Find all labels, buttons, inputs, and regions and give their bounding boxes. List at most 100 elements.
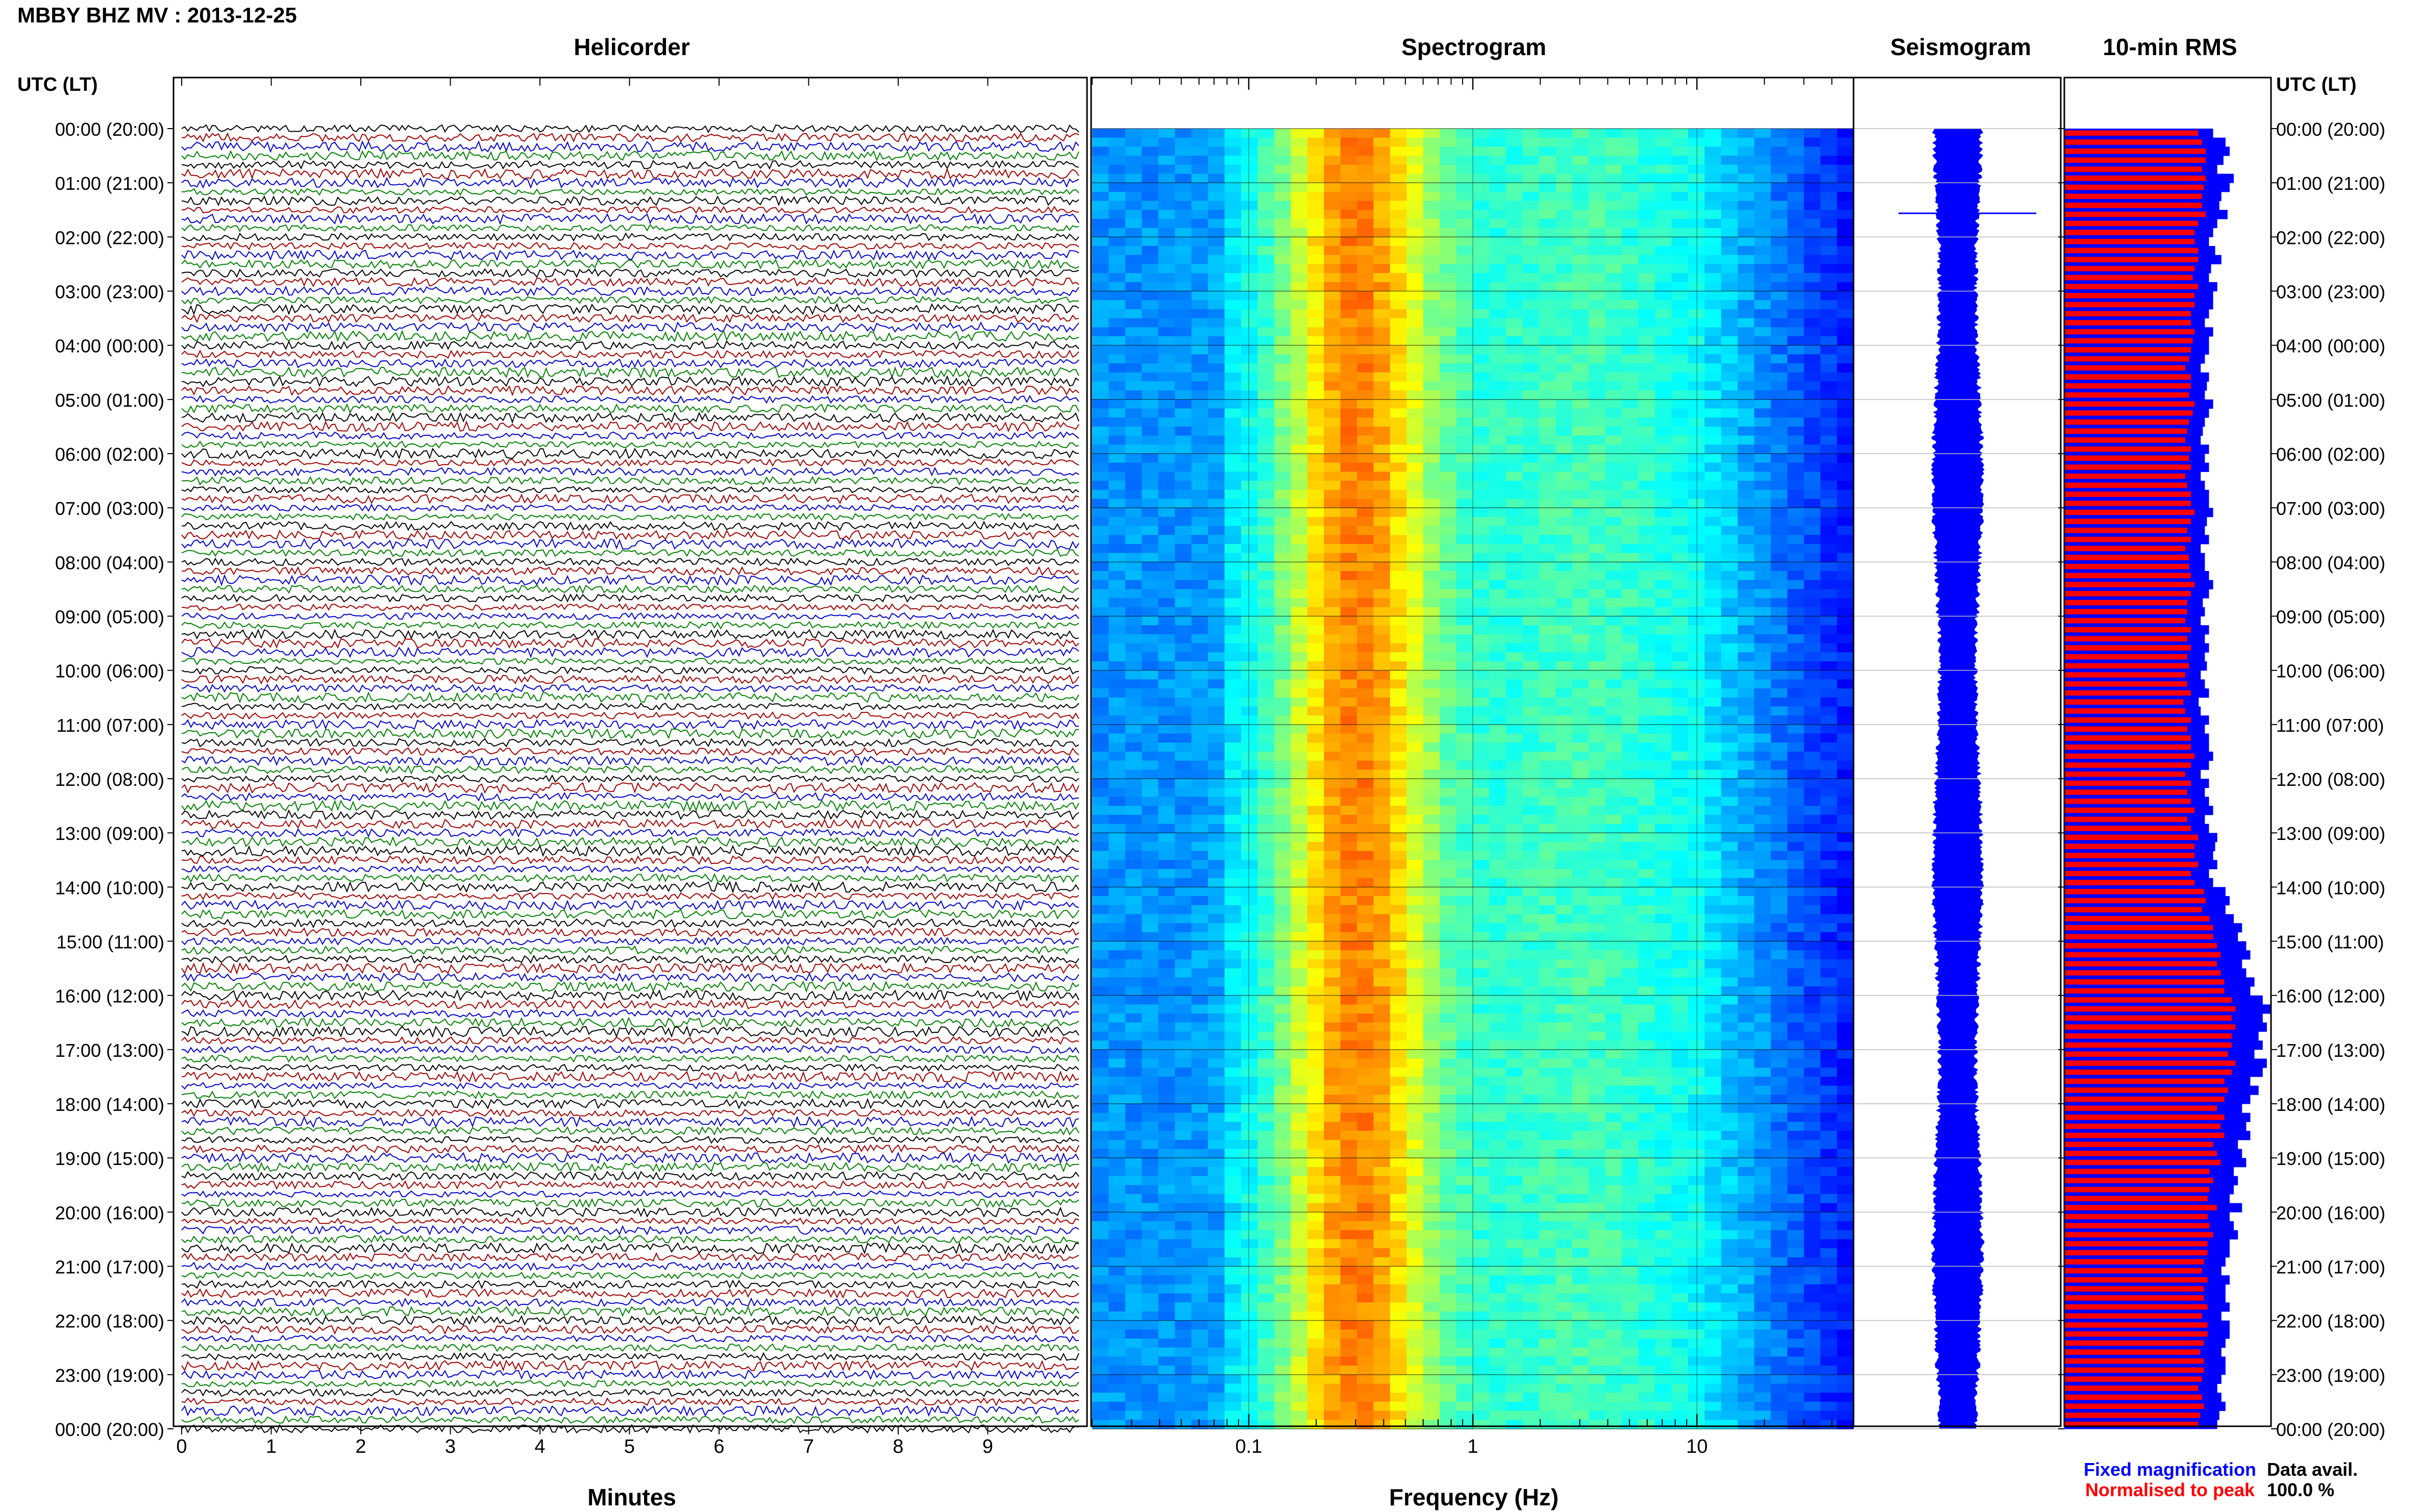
spectrogram-cell — [1224, 435, 1242, 445]
spectrogram-cell — [1621, 201, 1639, 211]
spectrogram-cell — [1837, 454, 1854, 463]
spectrogram-cell — [1291, 715, 1308, 725]
spectrogram-cell — [1787, 833, 1805, 842]
spectrogram-cell — [1291, 1076, 1308, 1086]
spectrogram-cell — [1556, 336, 1573, 346]
spectrogram-cell — [1522, 941, 1540, 951]
spectrogram-cell — [1291, 589, 1308, 599]
spectrogram-cell — [1108, 246, 1126, 256]
spectrogram-cell — [1721, 129, 1738, 138]
spectrogram-cell — [1224, 814, 1242, 825]
spectrogram-cell — [1125, 273, 1143, 283]
spectrogram-cell — [1572, 173, 1589, 183]
spectrogram-cell — [1738, 535, 1755, 544]
spectrogram-cell — [1837, 444, 1854, 454]
spectrogram-cell — [1820, 914, 1838, 924]
spectrogram-cell — [1291, 390, 1308, 400]
spectrogram-cell — [1539, 950, 1556, 960]
spectrogram-cell — [1539, 454, 1556, 463]
spectrogram-cell — [1108, 751, 1126, 761]
spectrogram-cell — [1705, 968, 1722, 978]
spectrogram-cell — [1092, 787, 1109, 798]
spectrogram-cell — [1787, 553, 1805, 563]
spectrogram-cell — [1572, 751, 1589, 761]
spectrogram-cell — [1605, 1095, 1622, 1104]
spectrogram-cell — [1241, 905, 1258, 915]
spectrogram-cell — [1589, 724, 1606, 734]
spectrogram-cell — [1605, 553, 1622, 563]
spectrogram-cell — [1390, 273, 1407, 283]
spectrogram-cell — [1787, 481, 1805, 490]
spectrogram-cell — [1489, 516, 1507, 527]
spectrogram-cell — [1158, 417, 1175, 427]
spectrogram-cell — [1738, 137, 1755, 147]
spectrogram-cell — [1754, 246, 1771, 256]
spectrogram-cell — [1770, 652, 1788, 662]
spectrogram-cell — [1274, 137, 1291, 147]
spectrogram-cell — [1804, 643, 1821, 653]
spectrogram-cell — [1473, 814, 1490, 825]
spectrogram-cell — [1539, 869, 1556, 879]
spectrogram-cell — [1158, 1040, 1175, 1050]
spectrogram-cell — [1721, 228, 1738, 238]
spectrogram-cell — [1505, 571, 1523, 581]
spectrogram-cell — [1473, 779, 1490, 788]
spectrogram-cell — [1257, 201, 1275, 211]
spectrogram-cell — [1307, 923, 1324, 933]
spectrogram-cell — [1373, 264, 1391, 274]
spectrogram-cell — [1423, 841, 1440, 852]
spectrogram-cell — [1705, 417, 1722, 427]
spectrogram-cell — [1738, 553, 1755, 563]
spectrogram-cell — [1655, 824, 1672, 833]
spectrogram-cell — [1340, 878, 1357, 888]
spectrogram-cell — [1125, 688, 1143, 698]
spectrogram-cell — [1539, 896, 1556, 906]
spectrogram-cell — [1158, 526, 1175, 536]
spectrogram-cell — [1638, 634, 1656, 644]
spectrogram-cell — [1589, 327, 1606, 337]
spectrogram-cell — [1473, 553, 1490, 563]
spectrogram-cell — [1539, 1058, 1556, 1068]
spectrogram-cell — [1390, 381, 1407, 391]
spectrogram-cell — [1473, 156, 1490, 165]
spectrogram-cell — [1539, 1013, 1556, 1023]
spectrogram-cell — [1770, 878, 1788, 888]
spectrogram-cell — [1473, 1068, 1490, 1077]
spectrogram-cell — [1754, 146, 1771, 156]
spectrogram-cell — [1688, 697, 1705, 707]
spectrogram-cell — [1108, 977, 1126, 987]
spectrogram-cell — [1787, 959, 1805, 969]
spectrogram-cell — [1489, 273, 1507, 283]
spectrogram-cell — [1489, 201, 1507, 211]
spectrogram-cell — [1274, 878, 1291, 888]
spectrogram-cell — [1307, 860, 1324, 870]
spectrogram-cell — [1589, 706, 1606, 716]
spectrogram-cell — [1291, 481, 1308, 490]
spectrogram-cell — [1125, 164, 1143, 175]
spectrogram-cell — [1754, 516, 1771, 527]
spectrogram-cell — [1655, 787, 1672, 798]
spectrogram-cell — [1705, 1076, 1722, 1086]
spectrogram-cell — [1257, 959, 1275, 969]
spectrogram-cell — [1373, 417, 1391, 427]
spectrogram-cell — [1804, 652, 1821, 662]
spectrogram-cell — [1158, 914, 1175, 924]
spectrogram-cell — [1340, 1013, 1357, 1023]
spectrogram-cell — [1556, 255, 1573, 265]
spectrogram-cell — [1688, 1095, 1705, 1104]
spectrogram-cell — [1208, 489, 1225, 500]
spectrogram-cell — [1820, 959, 1838, 969]
spectrogram-cell — [1770, 237, 1788, 246]
spectrogram-cell — [1373, 751, 1391, 761]
spectrogram-cell — [1357, 905, 1374, 915]
spectrogram-cell — [1373, 237, 1391, 246]
spectrogram-cell — [1489, 670, 1507, 680]
spectrogram-cell — [1522, 489, 1540, 500]
spectrogram-cell — [1820, 137, 1838, 147]
spectrogram-cell — [1440, 173, 1457, 183]
spectrogram-cell — [1539, 516, 1556, 527]
spectrogram-cell — [1787, 986, 1805, 996]
spectrogram-cell — [1257, 309, 1275, 319]
spectrogram-cell — [1688, 797, 1705, 806]
spectrogram-cell — [1770, 210, 1788, 219]
